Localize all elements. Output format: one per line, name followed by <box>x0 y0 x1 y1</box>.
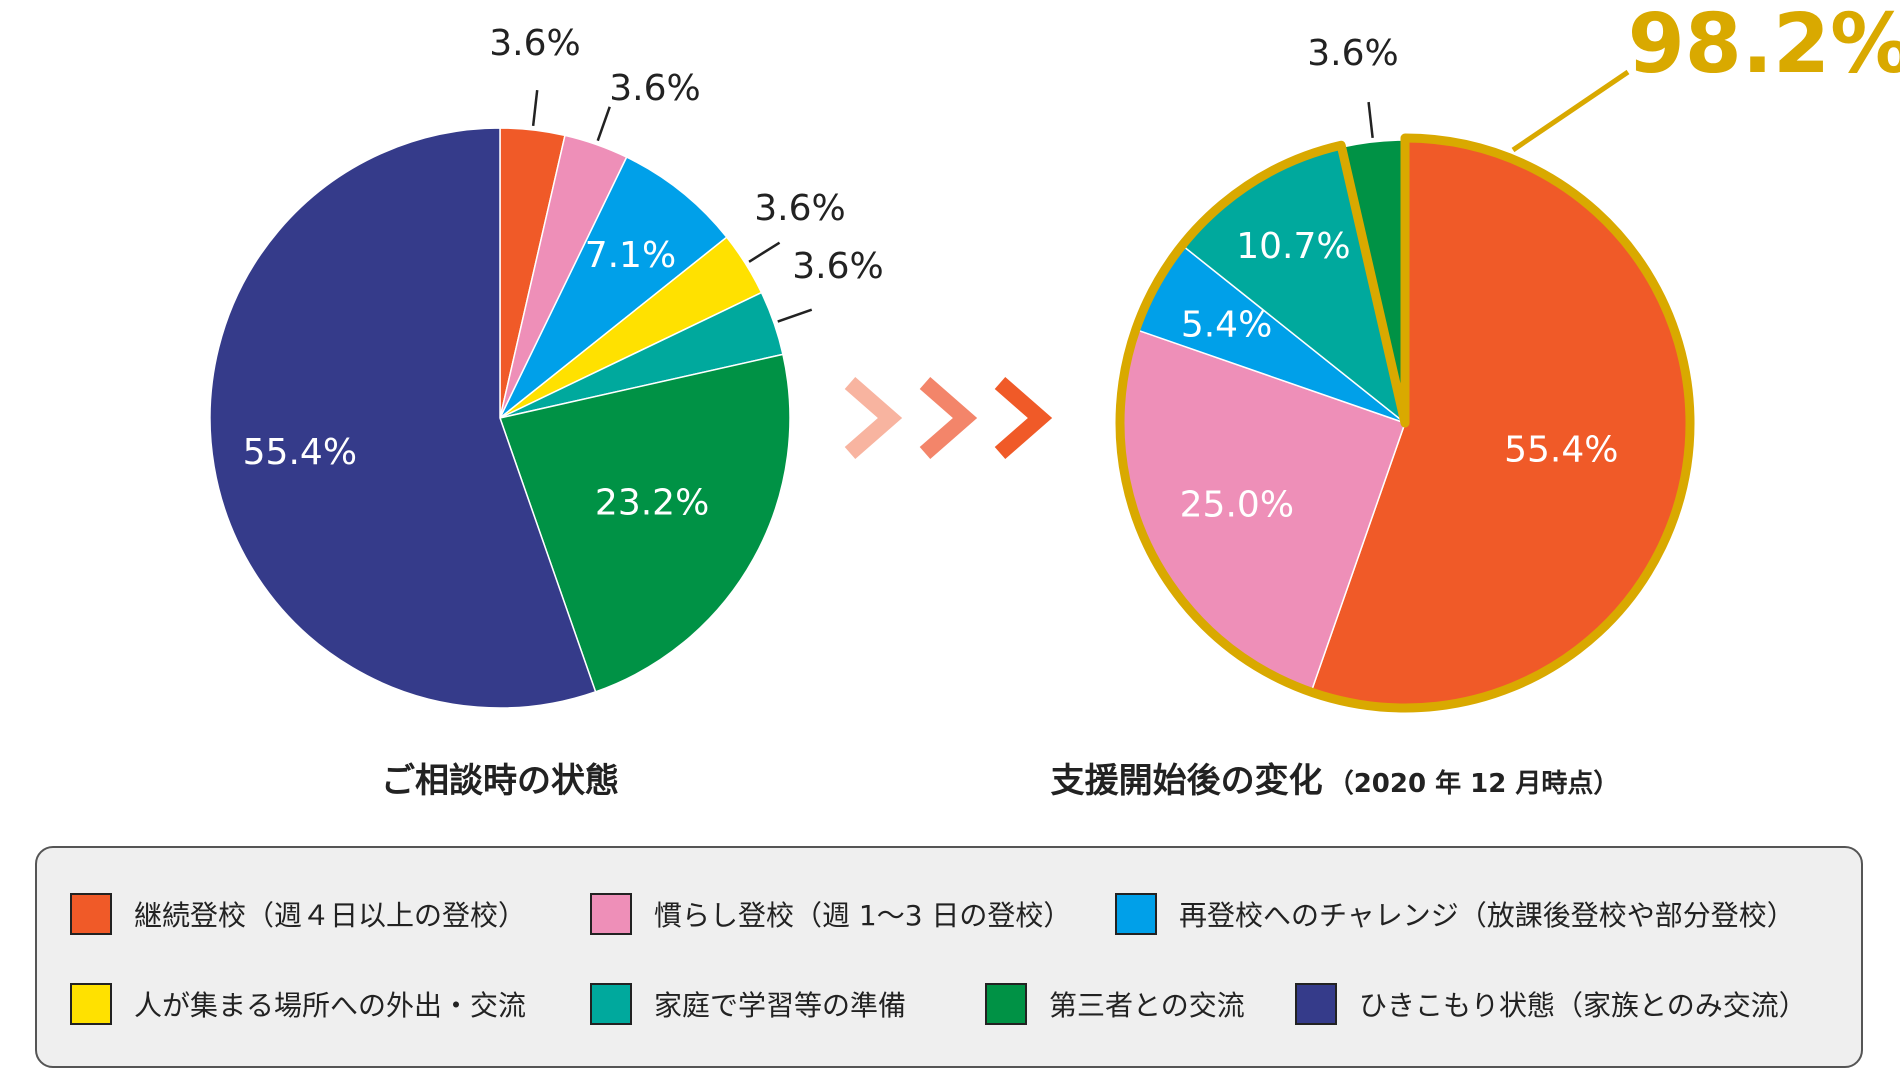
pie-after: 55.4% 25.0% 5.4% 10.7% 3.6% <box>1115 33 1695 713</box>
legend-swatch <box>1295 983 1337 1025</box>
slice-label: 10.7% <box>1236 226 1350 267</box>
pie-after-title: 支援開始後の変化 <box>1051 761 1323 801</box>
legend-swatch <box>590 983 632 1025</box>
legend-item: 継続登校（週４日以上の登校） <box>70 893 526 935</box>
slice-leader-line <box>748 241 781 263</box>
slice-label: 7.1% <box>585 235 676 276</box>
slice-label: 23.2% <box>595 482 709 523</box>
slice-label: 5.4% <box>1181 305 1272 346</box>
legend-swatch <box>590 893 632 935</box>
pie-before-title: ご相談時の状態 <box>381 761 619 801</box>
slice-leader-line <box>596 106 611 142</box>
legend-label: 第三者との交流 <box>1049 989 1245 1022</box>
pie-slice <box>499 156 728 419</box>
pie-before: 3.6% 3.6% 7.1% 3.6% 3.6% 23.2% 55.4% <box>209 23 884 709</box>
slice-leader-line <box>777 308 813 323</box>
legend-label: 人が集まる場所への外出・交流 <box>134 989 527 1022</box>
chevron-arrow-icon <box>844 376 903 460</box>
legend-swatch <box>985 983 1027 1025</box>
legend-swatch <box>70 983 112 1025</box>
slice-label: 3.6% <box>609 68 700 109</box>
slice-label: 55.4% <box>243 432 357 473</box>
legend-item: 第三者との交流 <box>985 983 1245 1025</box>
chevron-arrow-icon <box>994 376 1053 460</box>
slice-leader-line <box>531 89 539 127</box>
legend-label: 継続登校（週４日以上の登校） <box>134 899 527 932</box>
highlight-outline <box>1115 133 1695 713</box>
transition-arrows <box>844 376 1053 460</box>
slice-label: 3.6% <box>489 23 580 64</box>
pie-after-title-group: 支援開始後の変化 （2020 年 12 月時点） <box>1051 761 1620 801</box>
legend-item: ひきこもり状態（家族とのみ交流） <box>1295 983 1807 1025</box>
slice-leader-line <box>1367 101 1374 138</box>
slice-label: 3.6% <box>754 188 845 229</box>
legend-item: 再登校へのチャレンジ（放課後登校や部分登校） <box>1115 893 1795 935</box>
legend-item: 家庭で学習等の準備 <box>590 983 906 1025</box>
chevron-arrow-icon <box>919 376 978 460</box>
pie-slice <box>499 353 791 693</box>
highlight-total-label: 98.2% <box>1628 0 1900 92</box>
legend-swatch <box>1115 893 1157 935</box>
legend-swatch <box>70 893 112 935</box>
slice-label: 25.0% <box>1180 484 1294 525</box>
legend-label: ひきこもり状態（家族とのみ交流） <box>1359 989 1807 1022</box>
highlight-leader-line <box>1511 69 1630 153</box>
legend-label: 慣らし登校（週 1〜3 日の登校） <box>654 899 1072 932</box>
legend <box>35 846 1863 1068</box>
slice-label: 3.6% <box>792 246 883 287</box>
pie-slice <box>209 127 597 709</box>
slice-label: 3.6% <box>1307 33 1398 74</box>
legend-label: 家庭で学習等の準備 <box>654 989 907 1022</box>
pie-after-subtitle: （2020 年 12 月時点） <box>1328 768 1620 799</box>
slice-label: 55.4% <box>1504 429 1618 470</box>
legend-item: 人が集まる場所への外出・交流 <box>70 983 526 1025</box>
legend-item: 慣らし登校（週 1〜3 日の登校） <box>590 893 1071 935</box>
legend-label: 再登校へのチャレンジ（放課後登校や部分登校） <box>1179 899 1795 932</box>
